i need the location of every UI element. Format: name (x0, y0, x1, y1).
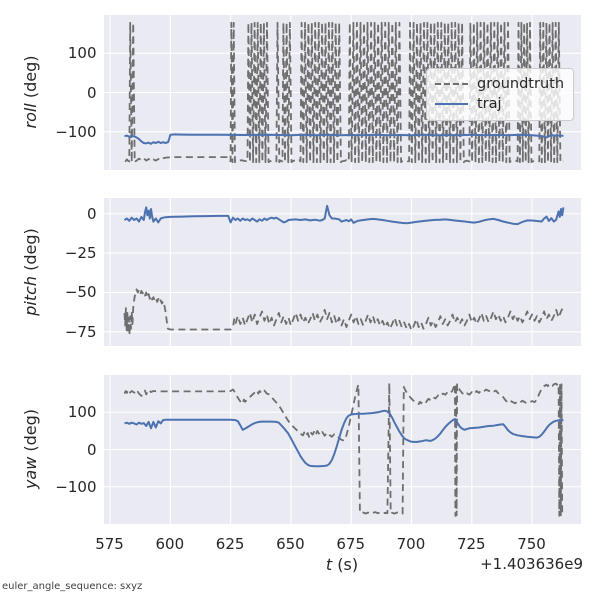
pitch-axis-label: pitch (deg) (21, 192, 41, 352)
roll-axis-label: roll (deg) (21, 12, 41, 172)
yaw-ytick-100: 100 (67, 403, 97, 422)
yaw-axis-label-var: yaw (21, 456, 40, 490)
roll-ytick-100: 100 (67, 44, 97, 63)
yaw-traj-line (123, 409, 564, 468)
roll-axis-label-unit: (deg) (21, 55, 40, 99)
xtick-675: 675 (336, 535, 365, 553)
xtick-625: 625 (215, 535, 245, 553)
xtick-650: 650 (276, 535, 305, 553)
yaw-axis-label-unit: (deg) (21, 408, 40, 452)
pitch-ytick--25: −25 (64, 244, 97, 263)
x-axis-label: t (s) (282, 555, 402, 575)
roll-ytick-0: 0 (86, 83, 97, 102)
groundtruth-line-sample-icon (435, 83, 468, 85)
yaw-groundtruth-line (123, 382, 563, 517)
pitch-groundtruth-line (123, 288, 564, 336)
x-axis-offset-text: +1.403636e9 (480, 555, 583, 573)
yaw-axis-label: yaw (deg) (21, 369, 41, 529)
pitch-traj-line (123, 204, 564, 226)
yaw-ytick-0: 0 (86, 440, 97, 459)
pitch-plot-area (103, 198, 581, 346)
xtick-575: 575 (95, 535, 124, 553)
yaw-ytick--100: −100 (55, 477, 97, 496)
euler-angle-sequence-caption: euler_angle_sequence: sxyz (2, 581, 143, 592)
pitch-ytick--50: −50 (64, 283, 97, 302)
pitch-ytick--75: −75 (64, 322, 97, 341)
roll-axis-label-var: roll (21, 103, 40, 129)
xtick-700: 700 (396, 535, 426, 553)
legend-entry-traj: traj (435, 94, 565, 114)
yaw-plot-area (103, 375, 581, 524)
roll-traj-line (123, 133, 564, 145)
pitch-ytick-0: 0 (86, 204, 97, 223)
legend-label-groundtruth: groundtruth (477, 76, 565, 92)
x-axis-label-unit: (s) (337, 555, 359, 574)
pitch-axis-label-var: pitch (21, 275, 40, 316)
xtick-725: 725 (456, 535, 486, 553)
legend: groundtruth traj (426, 68, 574, 121)
xtick-750: 750 (517, 535, 546, 553)
roll-ytick--100: −100 (55, 122, 97, 141)
x-axis-label-var: t (325, 555, 333, 574)
legend-label-traj: traj (477, 96, 502, 112)
traj-line-sample-icon (435, 103, 468, 105)
pitch-axis-label-unit: (deg) (21, 228, 40, 271)
legend-entry-groundtruth: groundtruth (435, 74, 565, 94)
xtick-600: 600 (155, 535, 185, 553)
